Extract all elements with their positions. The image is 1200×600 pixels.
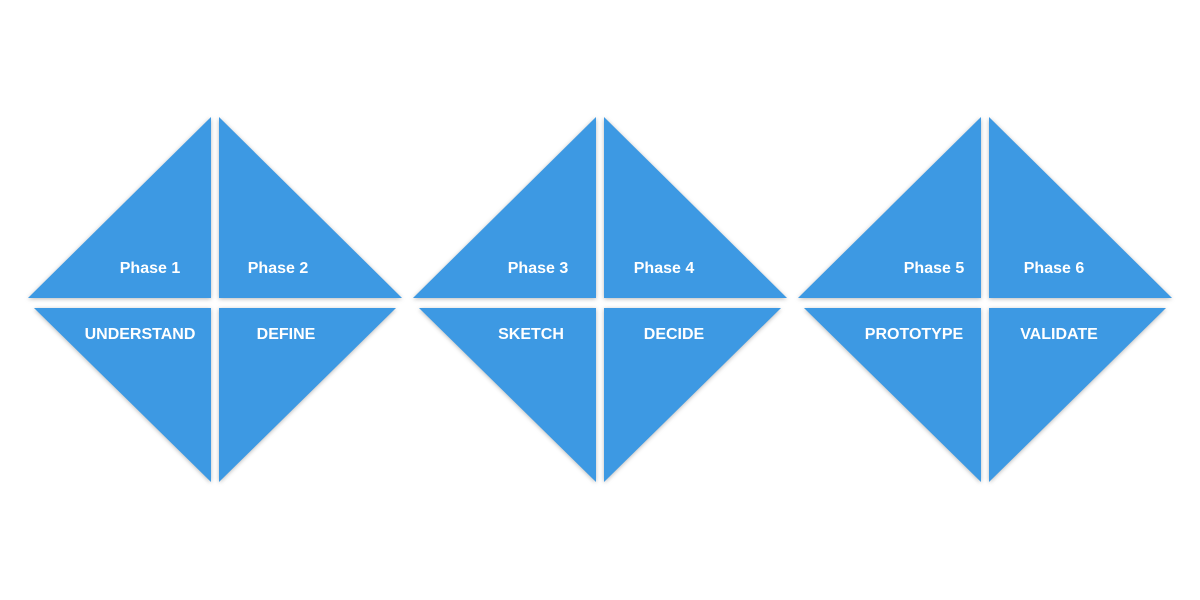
- sketch-label: SKETCH: [498, 326, 564, 343]
- decide-label: DECIDE: [644, 326, 705, 343]
- diamond-1-bottom-left-triangle: [34, 308, 211, 482]
- phase-5-label: Phase 5: [904, 260, 965, 277]
- diamond-2-top-left-triangle: [413, 117, 596, 298]
- diamond-2-bottom-right-triangle: [604, 308, 781, 482]
- phase-2-label: Phase 2: [248, 260, 309, 277]
- diamond-3: Phase 5 Phase 6 PROTOTYPE VALIDATE: [798, 117, 1172, 482]
- phase-4-label: Phase 4: [634, 260, 695, 277]
- phase-6-label: Phase 6: [1024, 260, 1085, 277]
- diamond-3-top-left-triangle: [798, 117, 981, 298]
- validate-label: VALIDATE: [1020, 326, 1098, 343]
- diamond-1-top-right-triangle: [219, 117, 402, 298]
- diamond-1-top-left-triangle: [28, 117, 211, 298]
- diamond-1: Phase 1 Phase 2 UNDERSTAND DEFINE: [28, 117, 402, 482]
- diamond-2-top-right-triangle: [604, 117, 787, 298]
- diamond-3-bottom-left-triangle: [804, 308, 981, 482]
- prototype-label: PROTOTYPE: [865, 326, 964, 343]
- diamond-3-bottom-right-triangle: [989, 308, 1166, 482]
- diamond-2-bottom-left-triangle: [419, 308, 596, 482]
- phase-3-label: Phase 3: [508, 260, 569, 277]
- diamond-3-top-right-triangle: [989, 117, 1172, 298]
- phase-1-label: Phase 1: [120, 260, 181, 277]
- understand-label: UNDERSTAND: [85, 326, 196, 343]
- define-label: DEFINE: [257, 326, 316, 343]
- diamond-1-bottom-right-triangle: [219, 308, 396, 482]
- diamond-2: Phase 3 Phase 4 SKETCH DECIDE: [413, 117, 787, 482]
